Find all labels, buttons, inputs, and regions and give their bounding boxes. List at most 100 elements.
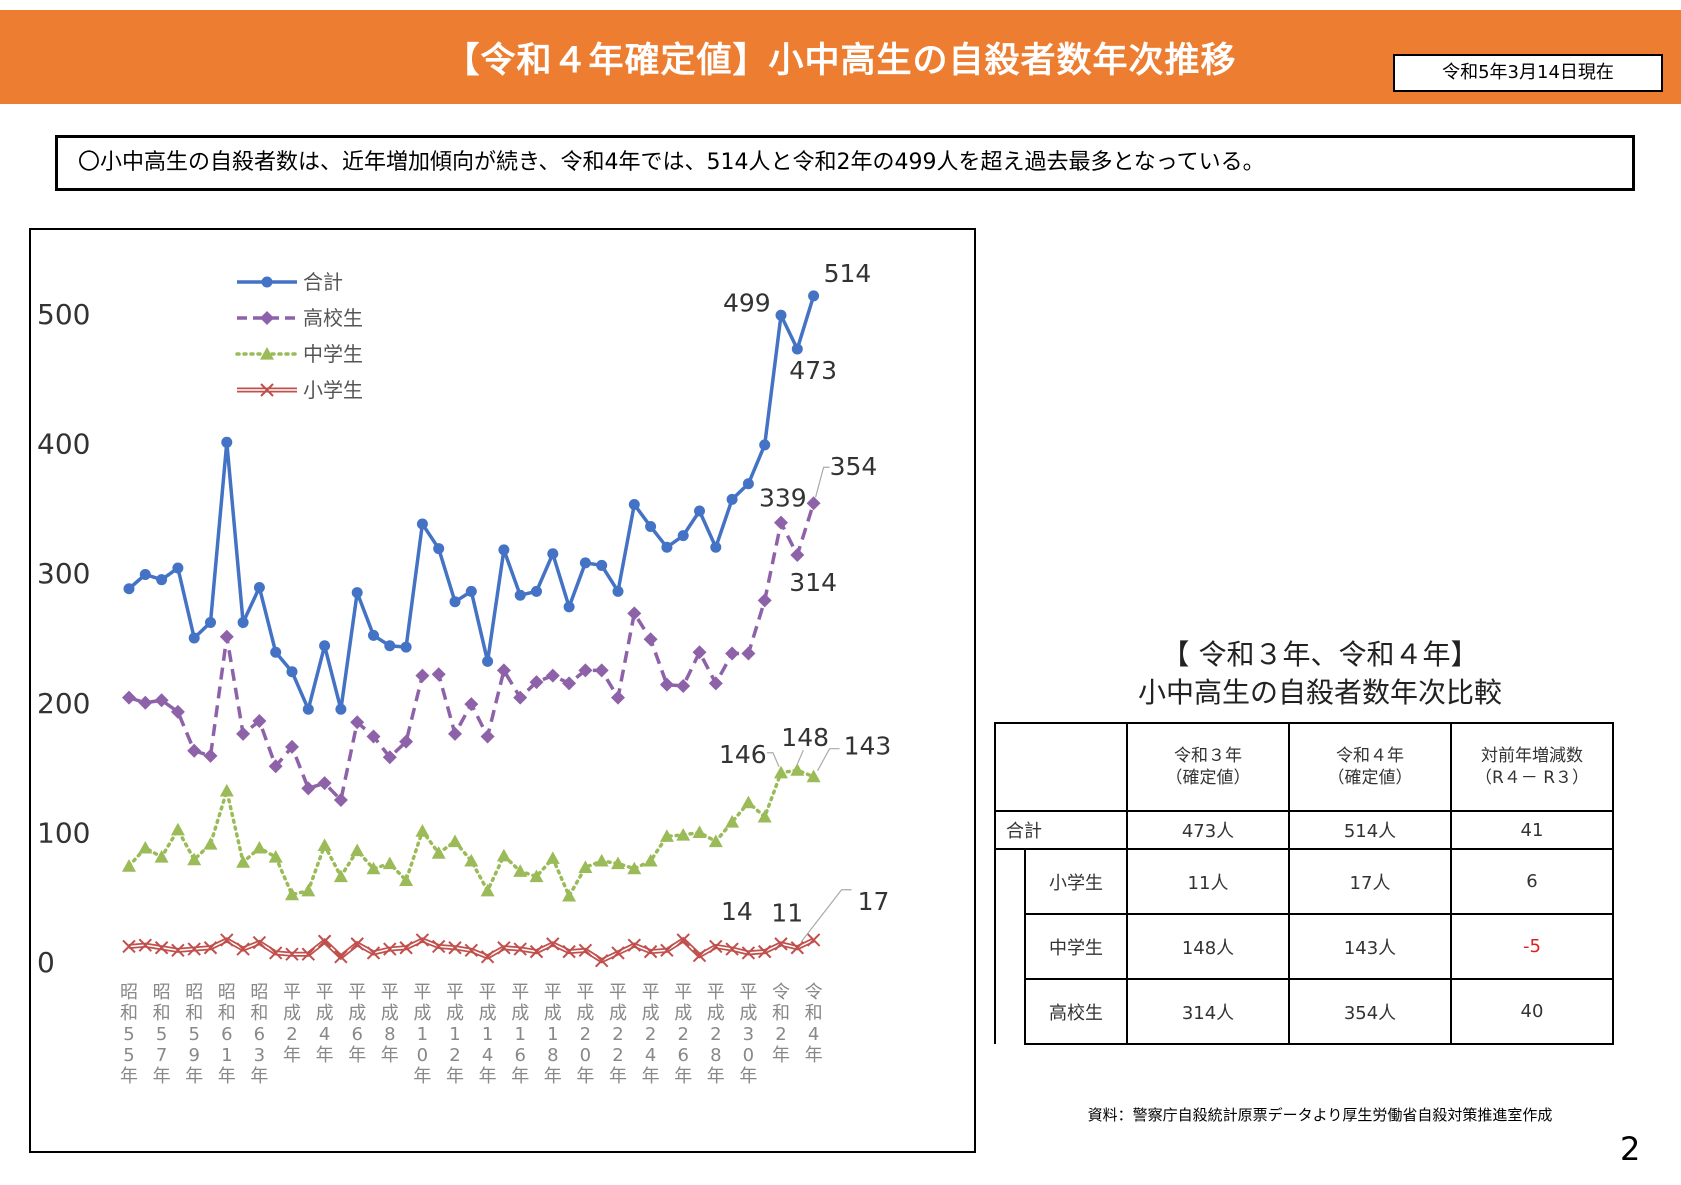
comparison-title-line2: 小中高生の自殺者数年次比較: [1137, 676, 1502, 709]
data-point-middle: [611, 856, 625, 870]
data-point-middle: [333, 869, 348, 883]
comparison-title-line1: 【 令和３年、令和４年】: [1161, 638, 1479, 671]
data-point-elementary: [611, 946, 625, 960]
data-point-middle: [627, 861, 642, 875]
legend-label: 合計: [303, 270, 343, 294]
data-point-middle: [122, 859, 136, 872]
data-point-middle: [366, 861, 381, 875]
x-tick-char: 2: [677, 1024, 688, 1045]
x-tick-char: 3: [254, 1045, 265, 1066]
data-point-elementary: [546, 937, 560, 951]
data-point-middle: [562, 888, 577, 902]
data-point-elementary: [578, 943, 593, 958]
data-point-total: [710, 541, 722, 553]
data-point-elementary: [480, 950, 495, 964]
data-point-elementary: [741, 946, 756, 960]
legend-marker: [260, 311, 274, 325]
data-point-total: [433, 543, 445, 555]
x-tick-char: 昭: [120, 982, 138, 1003]
data-point-total: [400, 641, 412, 653]
data-point-elementary: [643, 944, 658, 959]
data-point-elementary: [627, 938, 642, 952]
data-point-high: [692, 645, 707, 660]
data-point-high: [268, 759, 283, 774]
data-point-total: [270, 646, 282, 658]
data-point-high: [317, 776, 332, 791]
data-point-elementary: [692, 948, 707, 963]
data-point-elementary: [187, 942, 201, 956]
data-label-high: 354: [830, 452, 878, 481]
data-point-high: [464, 697, 479, 712]
legend-label: 高校生: [303, 306, 363, 330]
data-point-middle: [203, 837, 218, 850]
data-point-elementary: [154, 941, 169, 955]
row-r3: 314人: [1126, 978, 1290, 1045]
data-point-total: [628, 499, 640, 511]
data-point-elementary: [529, 944, 544, 959]
data-point-elementary: [774, 937, 788, 951]
data-point-middle: [236, 855, 251, 868]
data-point-high: [611, 690, 625, 705]
x-tick-char: 成: [707, 1003, 725, 1024]
x-tick-char: 成: [446, 1003, 464, 1024]
data-point-total: [694, 505, 705, 517]
data-label-total: 514: [824, 259, 872, 288]
data-point-middle: [529, 869, 544, 883]
data-point-middle: [301, 883, 316, 897]
row-label: 中学生: [1024, 913, 1128, 980]
data-point-middle: [480, 883, 495, 897]
x-tick-char: 1: [482, 1024, 493, 1045]
data-point-elementary: [171, 943, 185, 958]
data-point-middle: [659, 829, 674, 842]
x-tick-char: 年: [642, 1066, 660, 1087]
data-point-elementary: [431, 939, 446, 954]
header-r4-line2: （確定値）: [1327, 768, 1413, 788]
header-r3-line1: 令和３年: [1174, 746, 1242, 766]
data-label-elementary: 14: [721, 897, 753, 926]
x-tick-char: 成: [609, 1003, 627, 1024]
total-r3: 473人: [1126, 810, 1290, 850]
data-point-high: [529, 675, 544, 690]
x-tick-char: 0: [580, 1045, 591, 1066]
data-point-high: [790, 548, 805, 563]
x-tick-char: 6: [221, 1024, 232, 1045]
row-label: 高校生: [1024, 978, 1128, 1045]
row-r4: 17人: [1288, 848, 1452, 915]
data-point-high: [594, 663, 609, 678]
data-point-total: [645, 521, 657, 533]
data-label-elementary: 11: [771, 899, 803, 928]
leader-line: [767, 752, 780, 768]
data-point-elementary: [334, 950, 348, 964]
data-point-middle: [643, 853, 658, 867]
data-point-elementary: [252, 935, 267, 950]
data-point-middle: [725, 815, 740, 828]
x-tick-char: 2: [710, 1024, 721, 1045]
data-label-elementary: 17: [858, 887, 890, 916]
row-diff: 6: [1450, 848, 1614, 915]
data-point-high: [203, 748, 218, 763]
x-tick-char: 6: [254, 1024, 265, 1045]
source-note: 資料：警察庁自殺統計原票データより厚生労働省自殺対策推進室作成: [1087, 1106, 1553, 1124]
x-tick-char: 年: [609, 1066, 627, 1087]
y-tick-label: 400: [37, 428, 90, 461]
x-tick-char: 和: [250, 1003, 268, 1024]
x-tick-char: 平: [381, 982, 399, 1003]
x-tick-char: 年: [479, 1066, 497, 1087]
data-point-middle: [741, 795, 756, 809]
x-tick-char: 令: [805, 982, 823, 1003]
x-tick-char: 和: [772, 1003, 790, 1024]
x-tick-char: 5: [188, 1024, 199, 1045]
data-point-total: [302, 703, 314, 715]
data-point-high: [138, 695, 153, 710]
header-empty-cell: [994, 722, 1128, 812]
x-tick-char: 2: [775, 1024, 786, 1045]
data-point-high: [350, 715, 365, 730]
data-point-elementary: [220, 933, 234, 947]
x-tick-char: 年: [120, 1066, 138, 1087]
data-point-total: [416, 518, 428, 530]
data-point-high: [382, 750, 397, 765]
line-chart: 0100200300400500昭和55年昭和57年昭和59年昭和61年昭和63…: [37, 259, 891, 1087]
